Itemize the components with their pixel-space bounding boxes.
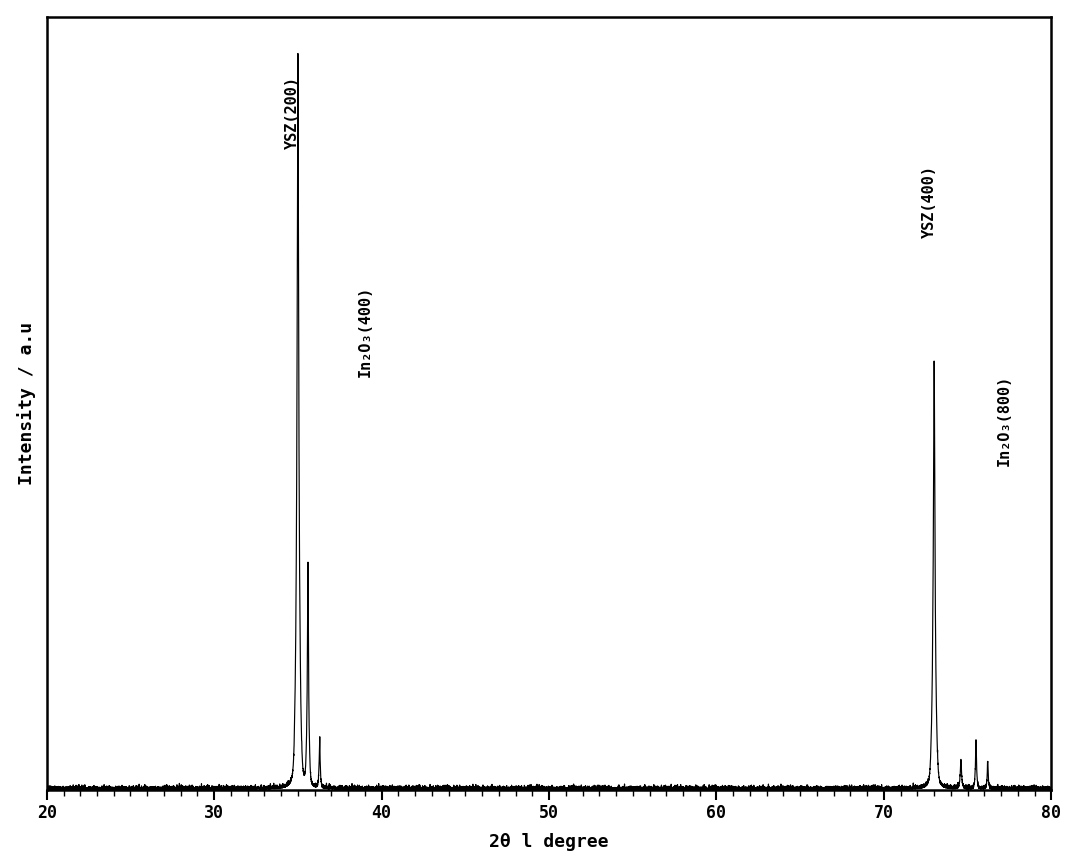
Y-axis label: Intensity / a.u: Intensity / a.u	[16, 321, 36, 484]
Text: YSZ(200): YSZ(200)	[286, 76, 301, 149]
Text: In₂O₃(400): In₂O₃(400)	[358, 286, 372, 378]
X-axis label: 2θ l degree: 2θ l degree	[489, 833, 609, 852]
Text: YSZ(400): YSZ(400)	[922, 165, 937, 238]
Text: In₂O₃(800): In₂O₃(800)	[997, 374, 1012, 466]
